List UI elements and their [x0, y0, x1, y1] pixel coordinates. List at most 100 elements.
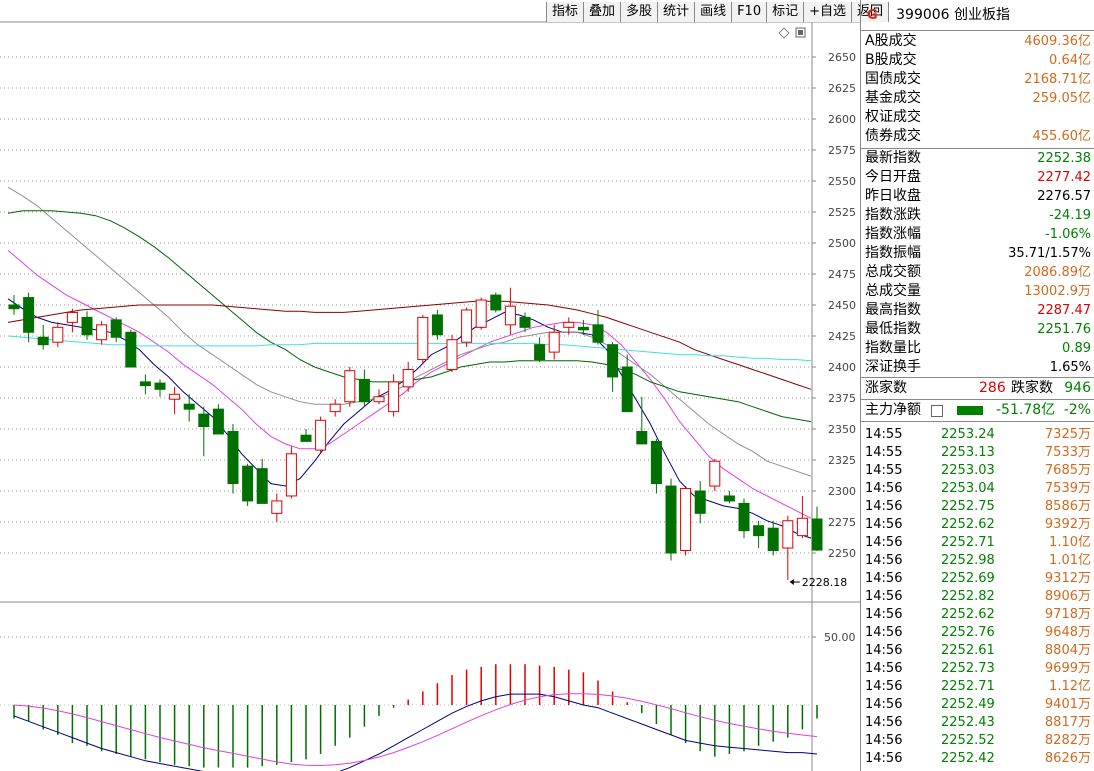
- tick-row[interactable]: 14:56 2252.61 8804万: [861, 642, 1094, 660]
- tick-time: 14:56: [865, 625, 903, 640]
- down-label: 跌家数: [1011, 380, 1053, 396]
- stat-row: A股成交 4609.36亿: [861, 32, 1094, 51]
- candle-body: [212, 408, 224, 435]
- window-icon[interactable]: [795, 27, 806, 38]
- stat-label: 最低指数: [865, 321, 921, 337]
- toolbar-button[interactable]: 返回: [852, 2, 890, 22]
- tick-row[interactable]: 14:56 2252.52 8282万: [861, 732, 1094, 750]
- tick-row[interactable]: 14:55 2253.24 7325万: [861, 426, 1094, 444]
- toolbar-button[interactable]: F10: [732, 2, 768, 22]
- toolbar-button[interactable]: 统计: [658, 2, 696, 22]
- tick-row[interactable]: 14:56 2252.82 8906万: [861, 588, 1094, 606]
- stat-value: 13002.9万: [1024, 284, 1091, 299]
- macd-dif-line: [13, 693, 818, 771]
- tick-time: 14:56: [865, 733, 903, 748]
- candle-body: [183, 403, 195, 410]
- candle-body: [665, 485, 677, 554]
- stat-row: 最高指数 2287.47: [861, 301, 1094, 320]
- stat-label: 最高指数: [865, 302, 921, 318]
- tick-volume: 8906万: [1044, 589, 1091, 604]
- main-flow-row[interactable]: 主力净额 -51.78亿 -2%: [861, 400, 1094, 421]
- menu-icon[interactable]: [931, 405, 943, 417]
- diamond-icon[interactable]: [778, 27, 790, 39]
- tick-price: 2252.82: [941, 589, 995, 604]
- candle-body: [738, 502, 750, 532]
- tick-time: 14:56: [865, 715, 903, 730]
- tick-row[interactable]: 14:56 2252.98 1.01亿: [861, 552, 1094, 570]
- tick-volume: 8817万: [1044, 715, 1091, 730]
- tick-row[interactable]: 14:56 2252.49 9401万: [861, 696, 1094, 714]
- toolbar-button[interactable]: 标记: [767, 2, 805, 22]
- candle-body: [271, 500, 283, 514]
- candle-body: [66, 311, 78, 323]
- tick-row[interactable]: 14:55 2253.03 7685万: [861, 462, 1094, 480]
- candle-body: [475, 299, 487, 328]
- low-marker-arrow: [789, 579, 794, 586]
- tick-row[interactable]: 14:56 2252.73 9699万: [861, 660, 1094, 678]
- tick-price: 2252.49: [941, 697, 995, 712]
- tick-volume: 9718万: [1044, 607, 1091, 622]
- candle-body: [154, 382, 166, 390]
- stat-label: 昨日收盘: [865, 188, 921, 204]
- stat-value: 2287.47: [1037, 303, 1091, 318]
- tick-price: 2252.75: [941, 499, 995, 514]
- stat-value: 259.05亿: [1032, 91, 1092, 106]
- candle-body: [446, 339, 458, 370]
- stat-label: 最新指数: [865, 150, 921, 166]
- stat-row: B股成交 0.64亿: [861, 51, 1094, 70]
- tick-row[interactable]: 14:56 2252.62 9718万: [861, 606, 1094, 624]
- tick-row[interactable]: 14:55 2253.13 7533万: [861, 444, 1094, 462]
- flow-bar: [957, 406, 983, 415]
- tick-price: 2252.73: [941, 661, 995, 676]
- stat-label: 深证换手: [865, 359, 921, 375]
- toolbar-button[interactable]: +自选: [804, 2, 853, 22]
- candle-body: [402, 368, 414, 388]
- toolbar-button[interactable]: 指标: [547, 2, 585, 22]
- kline-chart-area[interactable]: 50.00 2250 2275 2300 2325 2350 2375 2400 2425 24…: [0, 0, 860, 771]
- tick-row[interactable]: 14:56 2252.62 9392万: [861, 516, 1094, 534]
- y-tick-label: 2450: [828, 299, 856, 312]
- tick-time: 14:56: [865, 643, 903, 658]
- toolbar: 指标 叠加 多股 统计 画线 F10 标记 +自选 返回: [546, 2, 890, 22]
- low-price-label: 2228.18: [802, 576, 848, 589]
- tick-row[interactable]: 14:56 2252.71 1.12亿: [861, 678, 1094, 696]
- stat-label: A股成交: [865, 33, 917, 49]
- y-tick-label: 2350: [828, 423, 856, 436]
- tick-price: 2252.43: [941, 715, 995, 730]
- main-flow-pct: -2%: [1063, 402, 1091, 418]
- tick-row[interactable]: 14:56 2252.69 9312万: [861, 570, 1094, 588]
- candle-body: [329, 403, 341, 413]
- tick-volume: 7533万: [1044, 445, 1091, 460]
- candle-body: [417, 316, 429, 361]
- toolbar-button[interactable]: 画线: [695, 2, 733, 22]
- candle-body: [680, 488, 692, 552]
- candle-body: [125, 331, 137, 368]
- tick-price: 2253.13: [941, 445, 995, 460]
- tick-row[interactable]: 14:56 2253.04 7539万: [861, 480, 1094, 498]
- tick-row[interactable]: 14:56 2252.76 9648万: [861, 624, 1094, 642]
- candle-body: [96, 324, 108, 341]
- tick-row[interactable]: 14:56 2252.43 8817万: [861, 714, 1094, 732]
- stat-row: 指数涨跌 -24.19: [861, 206, 1094, 225]
- breadth-row: 涨家数 286 跌家数 946: [861, 378, 1094, 399]
- stat-row: 总成交额 2086.89亿: [861, 263, 1094, 282]
- tick-time: 14:55: [865, 463, 903, 478]
- candle-body: [285, 453, 297, 497]
- tick-price: 2252.98: [941, 553, 995, 568]
- tick-row[interactable]: 14:56 2252.42 8626万: [861, 750, 1094, 768]
- toolbar-button[interactable]: 多股: [621, 2, 659, 22]
- candle-body: [242, 465, 254, 502]
- tick-row[interactable]: 14:56 2252.71 1.10亿: [861, 534, 1094, 552]
- stat-value: 35.71/1.57%: [1008, 246, 1091, 261]
- candle-body: [110, 319, 122, 338]
- down-count: 946: [1064, 380, 1091, 396]
- tick-row[interactable]: 14:56 2252.75 8586万: [861, 498, 1094, 516]
- stat-label: 基金成交: [865, 90, 921, 106]
- stat-label: 国债成交: [865, 71, 921, 87]
- quote-section: 最新指数 2252.38 今日开盘 2277.42 昨日收盘 2276.57 指数涨跌 -24…: [861, 149, 1094, 377]
- candle-body: [431, 314, 443, 336]
- toolbar-button[interactable]: 叠加: [584, 2, 622, 22]
- tick-list[interactable]: 14:55 2253.24 7325万 14:55 2253.13 7533万 14:55 2…: [861, 422, 1094, 768]
- tick-volume: 9312万: [1044, 571, 1091, 586]
- y-tick-label: 2300: [828, 485, 856, 498]
